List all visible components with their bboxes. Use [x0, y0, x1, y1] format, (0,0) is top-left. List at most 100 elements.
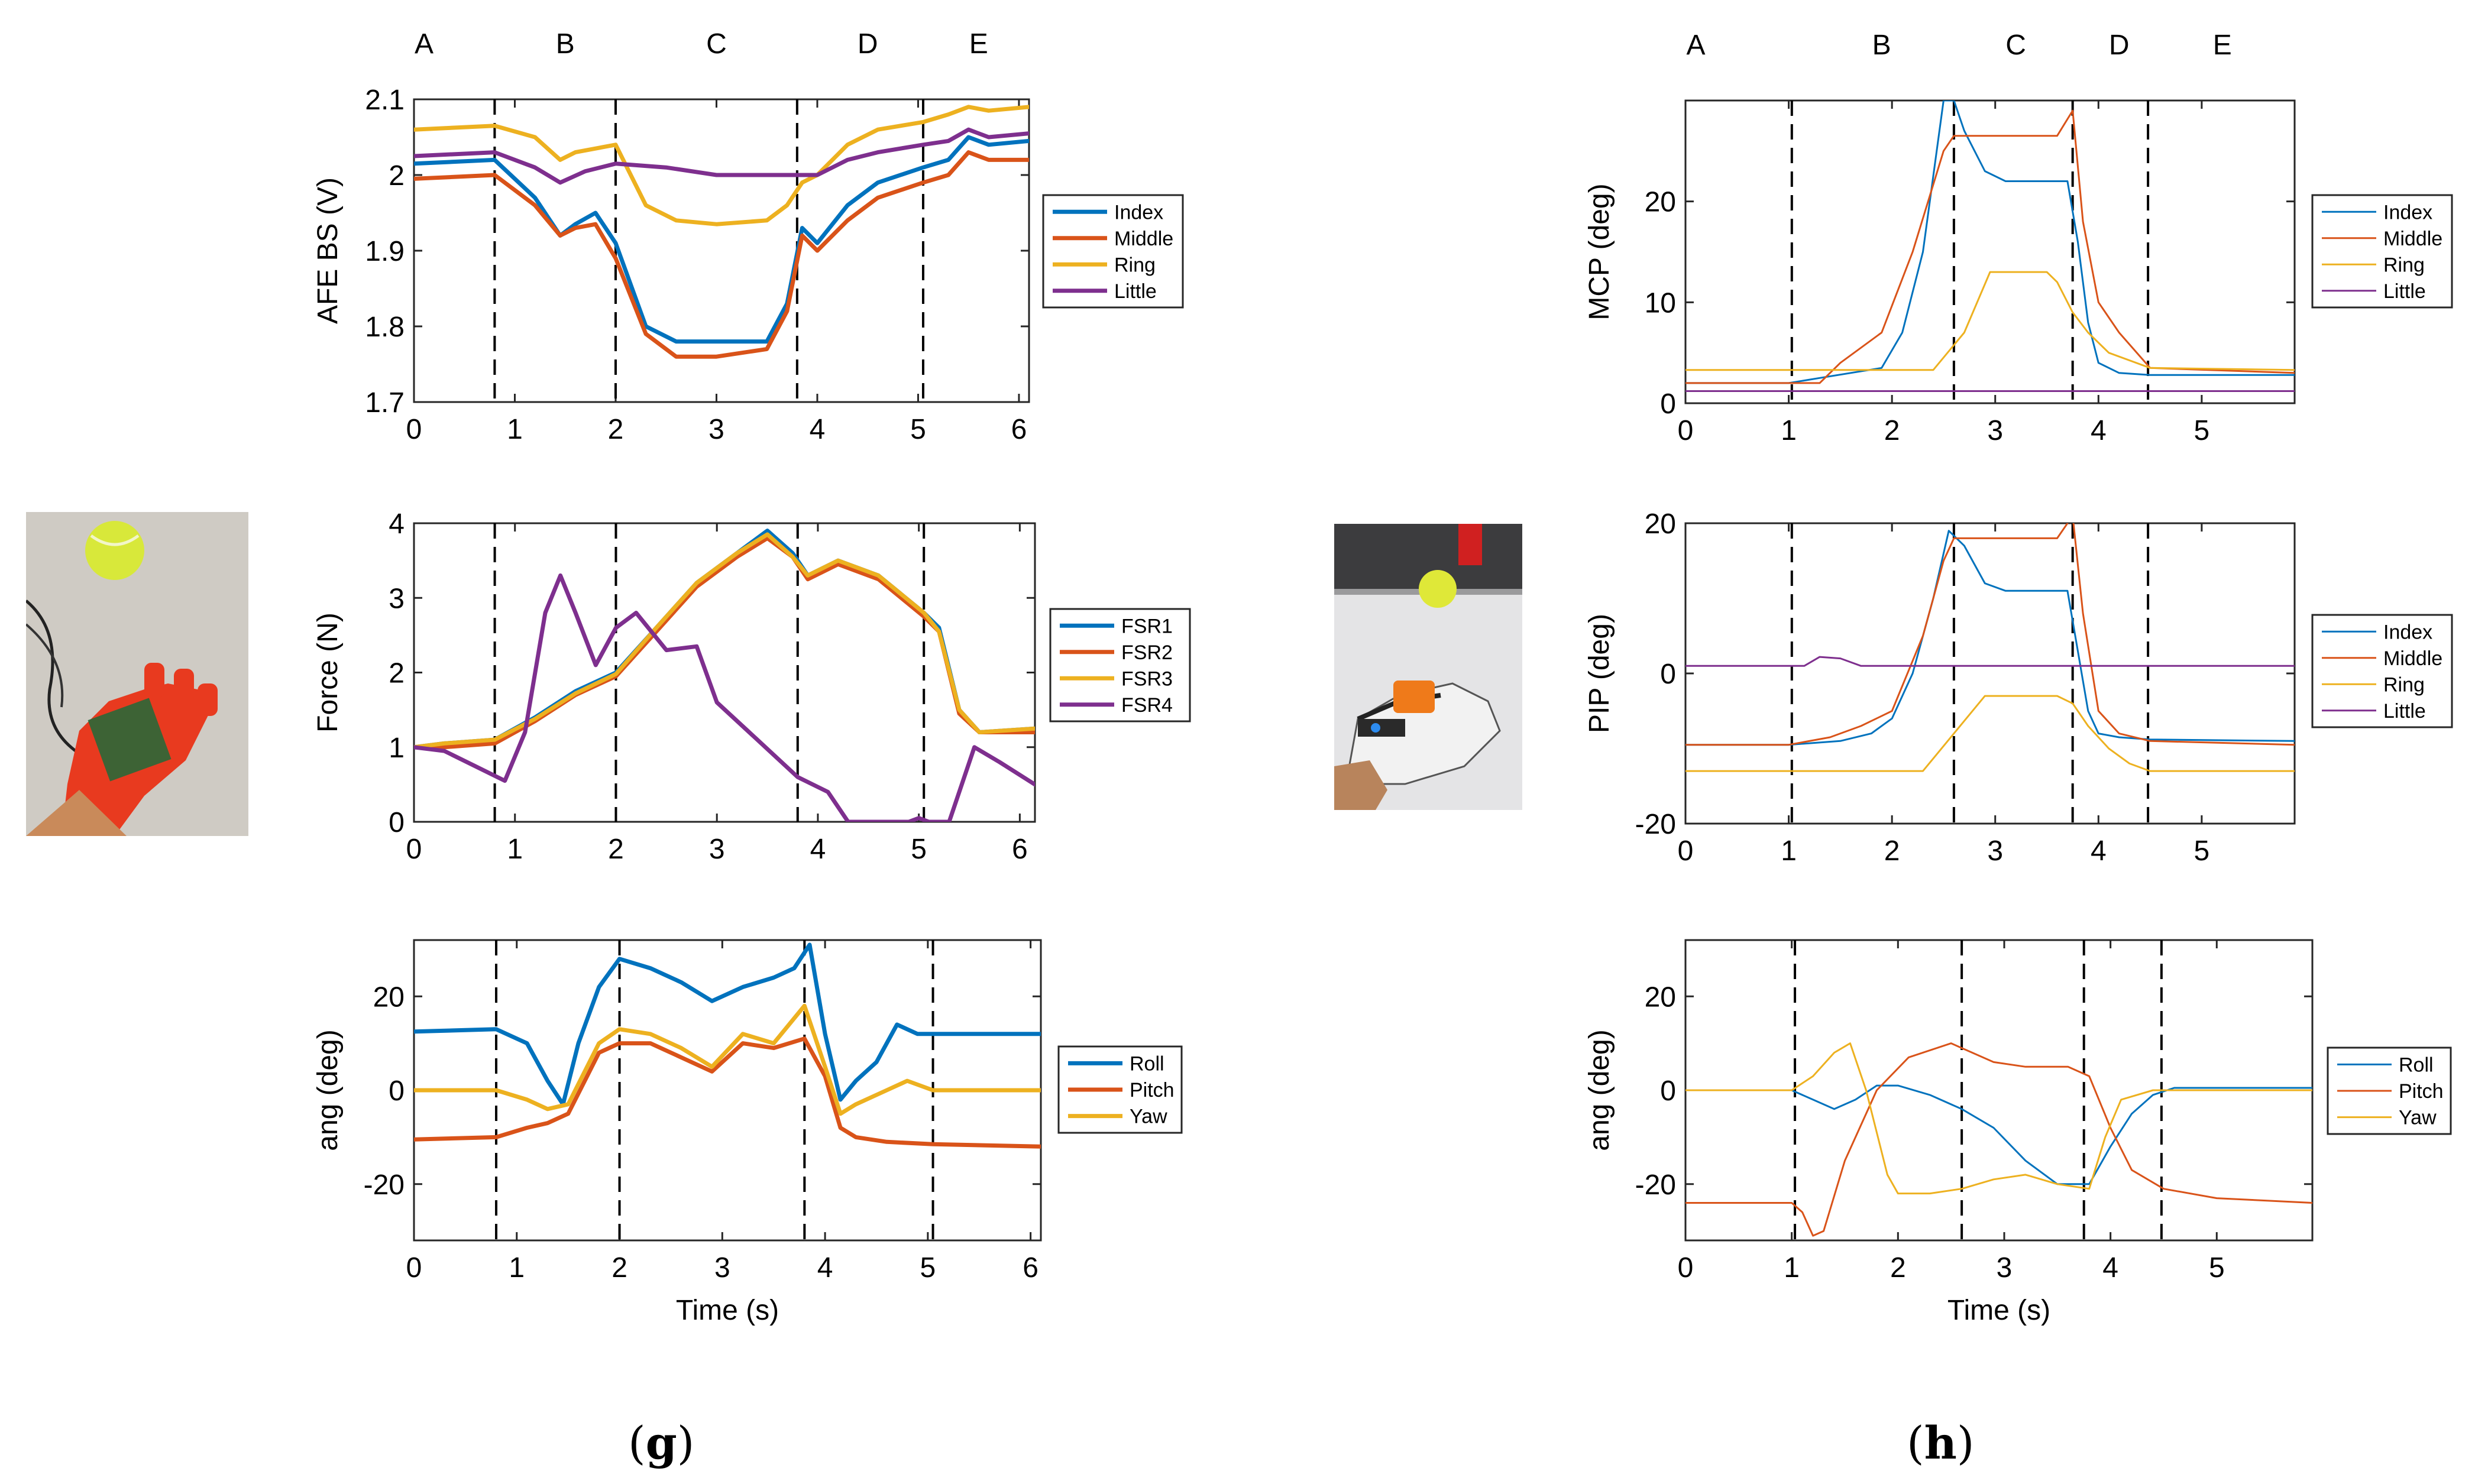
phase-label-A: A	[1686, 30, 1705, 61]
legend-label-index: Index	[1114, 201, 1163, 223]
x-tick-label: 4	[810, 414, 826, 445]
x-tick-label: 4	[810, 834, 826, 865]
x-tick-label: 5	[910, 414, 926, 445]
y-tick-label: 0	[389, 1075, 405, 1107]
x-tick-label: 4	[2102, 1252, 2118, 1284]
y-tick-label: 1.7	[365, 387, 405, 419]
series-line-index	[1685, 530, 2295, 746]
y-tick-label: 1.8	[365, 312, 405, 343]
x-tick-label: 2	[612, 1252, 627, 1284]
x-tick-label: 1	[509, 1252, 525, 1284]
x-tick-label: 2	[1884, 835, 1900, 867]
y-axis-label: MCP (deg)	[1584, 183, 1615, 320]
y-tick-label: 2.1	[365, 85, 405, 116]
y-tick-label: -20	[1635, 809, 1676, 840]
y-tick-label: 3	[389, 583, 405, 614]
phase-label-E: E	[969, 28, 988, 60]
y-tick-label: 20	[1645, 981, 1676, 1013]
phase-label-B: B	[556, 28, 575, 60]
legend-label-ring: Ring	[1114, 254, 1156, 276]
x-tick-label: 3	[709, 834, 725, 865]
x-tick-label: 2	[608, 414, 624, 445]
x-tick-label: 5	[911, 834, 927, 865]
y-tick-label: 20	[1645, 508, 1676, 540]
legend-label-index: Index	[2383, 621, 2432, 643]
x-tick-label: 0	[406, 1252, 422, 1284]
series-line-yaw	[1685, 1042, 2312, 1195]
x-tick-label: 4	[2091, 415, 2107, 446]
x-tick-label: 2	[1890, 1252, 1906, 1284]
x-tick-label: 3	[714, 1252, 730, 1284]
glove-circuit-board	[88, 698, 172, 782]
phase-label-A: A	[415, 28, 433, 60]
y-tick-label: 10	[1645, 287, 1676, 319]
chart-h1: 0 1 2 3 4 5 0 10 20 MCP (deg) A B C D E Index Middle Ring…	[1584, 30, 2453, 446]
phase-label-D: D	[858, 28, 878, 60]
legend-label-roll: Roll	[1130, 1052, 1164, 1075]
y-axis-label: PIP (deg)	[1584, 614, 1615, 733]
phase-label-D: D	[2109, 30, 2130, 61]
x-tick-label: 0	[1678, 415, 1694, 446]
legend-label-middle: Middle	[1114, 228, 1173, 250]
x-axis-label: Time (s)	[676, 1295, 779, 1326]
y-tick-label: -20	[1635, 1169, 1676, 1201]
legend-label-ring: Ring	[2383, 673, 2425, 696]
legend-label-roll: Roll	[2399, 1054, 2434, 1076]
y-tick-label: 0	[1660, 388, 1676, 420]
series-line-fsr4	[414, 573, 1035, 822]
series-line-pitch	[414, 1036, 1041, 1149]
x-tick-label: 0	[406, 834, 422, 865]
series-line-ring	[1685, 695, 2295, 772]
y-axis-label: ang (deg)	[1584, 1029, 1615, 1151]
legend-label-fsr2: FSR2	[1121, 641, 1173, 664]
y-tick-label: 20	[1645, 187, 1676, 218]
phase-label-C: C	[2005, 30, 2026, 61]
y-tick-label: 4	[389, 508, 405, 540]
y-axis-label: ang (deg)	[312, 1029, 344, 1151]
x-tick-label: 1	[507, 414, 523, 445]
x-tick-label: 5	[2194, 835, 2210, 867]
chart-g1: 0 1 2 3 4 5 6 1.7 1.8 1.9 2 2.1 AFE BS (V) A B C D E Index…	[312, 28, 1184, 445]
photo-right-wrist	[1334, 760, 1387, 810]
x-tick-label: 4	[817, 1252, 833, 1284]
legend-label-fsr4: FSR4	[1121, 694, 1173, 717]
x-tick-label: 3	[1987, 835, 2003, 867]
tennis-ball-right	[1419, 570, 1457, 608]
chart-g3: 0 1 2 3 4 5 6 -20 0 20 ang (deg) Time (s) Roll Pitch Y…	[312, 939, 1183, 1326]
x-tick-label: 1	[1784, 1252, 1800, 1284]
glove-finger-3	[198, 683, 218, 716]
x-axis-label: Time (s)	[1947, 1295, 2050, 1326]
x-tick-label: 5	[2209, 1252, 2225, 1284]
x-tick-label: 0	[1678, 1252, 1694, 1284]
legend-label-little: Little	[2383, 700, 2426, 722]
series-line-roll	[414, 942, 1041, 1107]
phase-label-C: C	[706, 28, 727, 60]
x-tick-label: 4	[2091, 835, 2107, 867]
x-tick-label: 0	[406, 414, 422, 445]
y-tick-label: 1	[389, 733, 405, 764]
series-line-fsr3	[414, 532, 1035, 750]
y-axis-label: Force (N)	[312, 613, 344, 733]
legend-label-pitch: Pitch	[1130, 1079, 1175, 1101]
x-tick-label: 2	[1884, 415, 1900, 446]
glove-finger-2	[174, 669, 194, 704]
y-tick-label: 1.9	[365, 236, 405, 267]
y-tick-label: 0	[389, 807, 405, 838]
series-line-little	[1685, 656, 2295, 667]
series-line-ring	[1685, 271, 2295, 371]
phase-label-E: E	[2213, 30, 2232, 61]
legend-box	[2311, 614, 2453, 728]
y-tick-label: 2	[389, 160, 405, 192]
legend-label-yaw: Yaw	[1130, 1106, 1167, 1128]
y-tick-label: 0	[1660, 1075, 1676, 1107]
photo-right	[1334, 524, 1522, 810]
legend-label-little: Little	[1114, 280, 1157, 303]
axes-box	[413, 98, 1030, 403]
y-tick-label: 2	[389, 658, 405, 689]
series-line-roll	[1685, 1084, 2312, 1185]
x-tick-label: 6	[1012, 834, 1028, 865]
x-tick-label: 1	[1781, 835, 1797, 867]
legend-label-ring: Ring	[2383, 254, 2425, 276]
